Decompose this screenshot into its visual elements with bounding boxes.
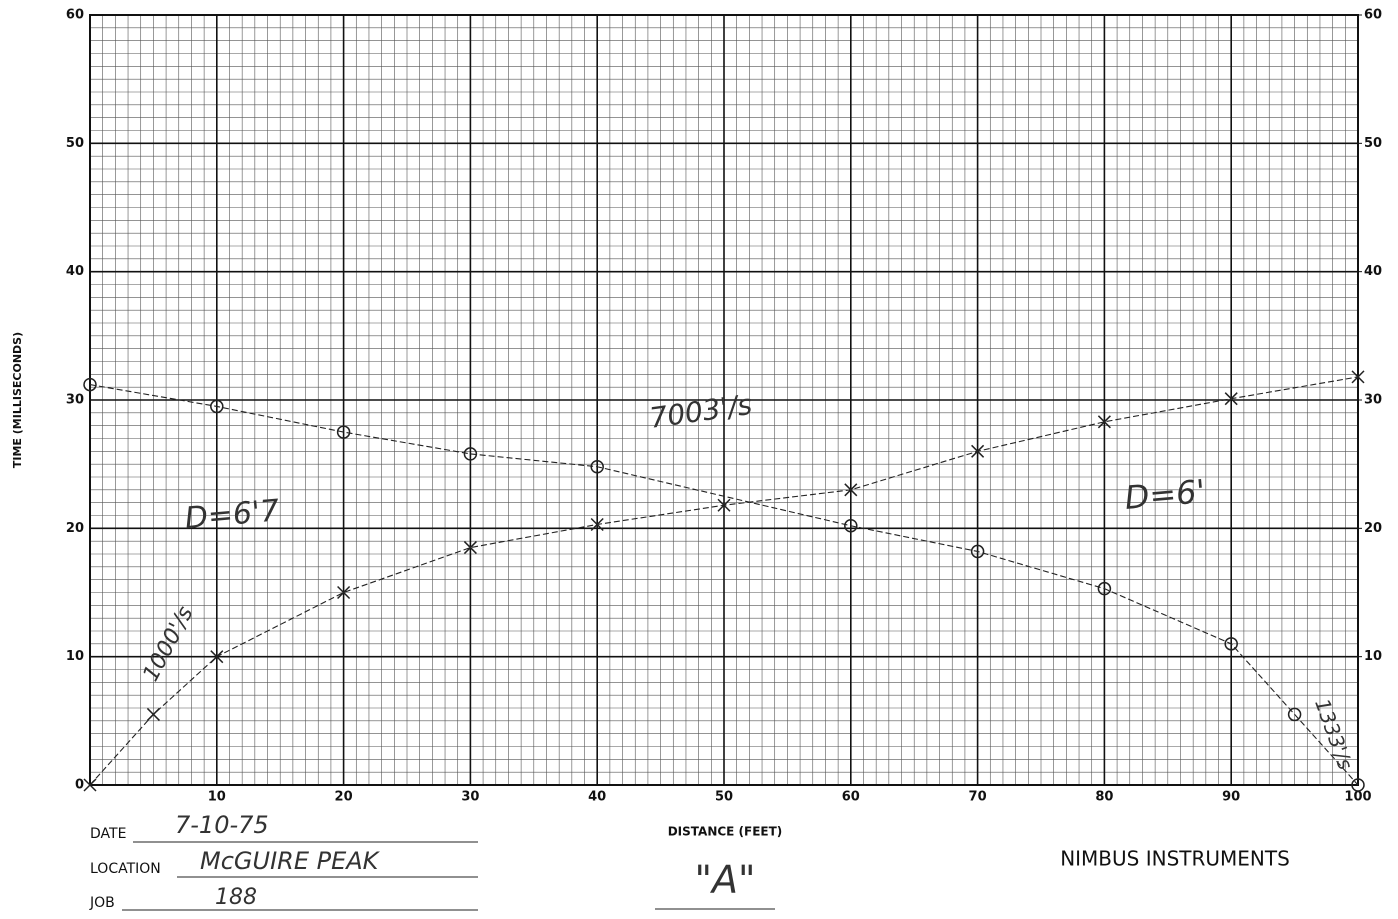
y-tick-label: 20 [66, 521, 84, 536]
y-tick-label: 10 [66, 649, 84, 664]
annotation: D=6'7 [183, 493, 280, 536]
y-tick-label: 60 [66, 8, 84, 23]
line-name: "A" [695, 858, 756, 902]
annotation: 1333'/s [1310, 695, 1358, 772]
location-label: LOCATION [90, 861, 161, 877]
date-value: 7-10-75 [175, 811, 269, 839]
maker: NIMBUS INSTRUMENTS [1060, 847, 1290, 871]
x-tick-label: 20 [335, 790, 353, 805]
chart: TIME (MILLISECONDS) DISTANCE (FEET) DATE… [0, 0, 1398, 919]
x-tick-label: 60 [842, 790, 860, 805]
y-tick-label: 0 [75, 778, 84, 793]
x-tick-label: 50 [715, 790, 733, 805]
x-tick-label: 40 [588, 790, 606, 805]
annotation: 7003'/s [647, 388, 754, 435]
x-tick-label: 70 [969, 790, 987, 805]
date-label: DATE [90, 826, 126, 842]
y-tick-label: 40 [66, 264, 84, 279]
y2-tick-label: 40 [1364, 264, 1382, 279]
job-label: JOB [89, 895, 115, 911]
y-tick-label: 30 [66, 393, 84, 408]
y2-tick-label: 30 [1364, 393, 1382, 408]
annotation: D=6' [1123, 472, 1207, 517]
y-tick-label: 50 [66, 136, 84, 151]
x-tick-label: 10 [208, 790, 226, 805]
y2-tick-label: 60 [1364, 8, 1382, 23]
y2-tick-label: 20 [1364, 521, 1382, 536]
y2-tick-label: 10 [1364, 649, 1382, 664]
location-value: McGUIRE PEAK [200, 847, 381, 875]
y2-tick-label: 50 [1364, 136, 1382, 151]
job-value: 188 [215, 885, 257, 910]
x-tick-label: 90 [1222, 790, 1240, 805]
y-axis-label: TIME (MILLISECONDS) [11, 332, 24, 468]
x-tick-label: 80 [1095, 790, 1113, 805]
x-axis-label: DISTANCE (FEET) [668, 825, 783, 839]
x-tick-label: 30 [461, 790, 479, 805]
